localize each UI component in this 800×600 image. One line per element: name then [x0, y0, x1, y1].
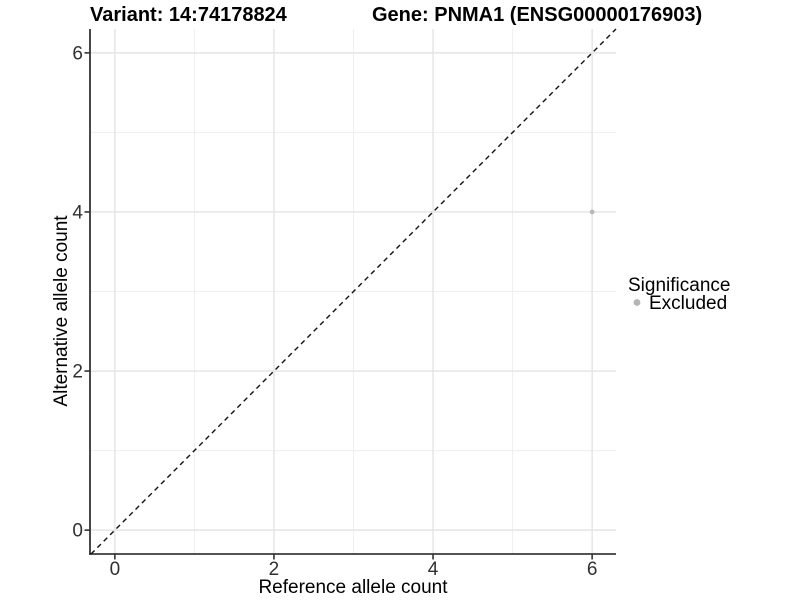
- x-axis-title: Reference allele count: [258, 577, 448, 598]
- identity-dashed-line: [90, 28, 617, 555]
- legend-label-excluded: Excluded: [649, 293, 727, 314]
- axis-lines: [89, 29, 616, 555]
- axis-tick-marks: [84, 52, 593, 560]
- legend-title: Significance: [628, 275, 730, 296]
- x-tick-label: 2: [269, 559, 280, 580]
- y-tick-label: 6: [72, 43, 83, 64]
- x-tick-label: 6: [587, 559, 598, 580]
- legend-key-excluded-icon: [633, 299, 641, 306]
- data-point: [589, 209, 595, 215]
- plot-title-variant: Variant: 14:74178824: [90, 4, 288, 26]
- x-tick-label: 0: [110, 559, 121, 580]
- x-tick-label: 4: [428, 559, 439, 580]
- data-points: [589, 209, 595, 215]
- y-tick-label: 0: [72, 521, 83, 542]
- axis-tick-labels: 0 2 4 6 0 2 4 6: [72, 43, 597, 580]
- y-tick-label: 2: [72, 362, 83, 383]
- y-axis-title: Alternative allele count: [51, 215, 72, 407]
- major-gridlines: [91, 29, 616, 554]
- y-tick-label: 4: [72, 202, 83, 223]
- plot-title-gene: Gene: PNMA1 (ENSG00000176903): [372, 4, 702, 26]
- legend: Significance Excluded: [628, 275, 730, 314]
